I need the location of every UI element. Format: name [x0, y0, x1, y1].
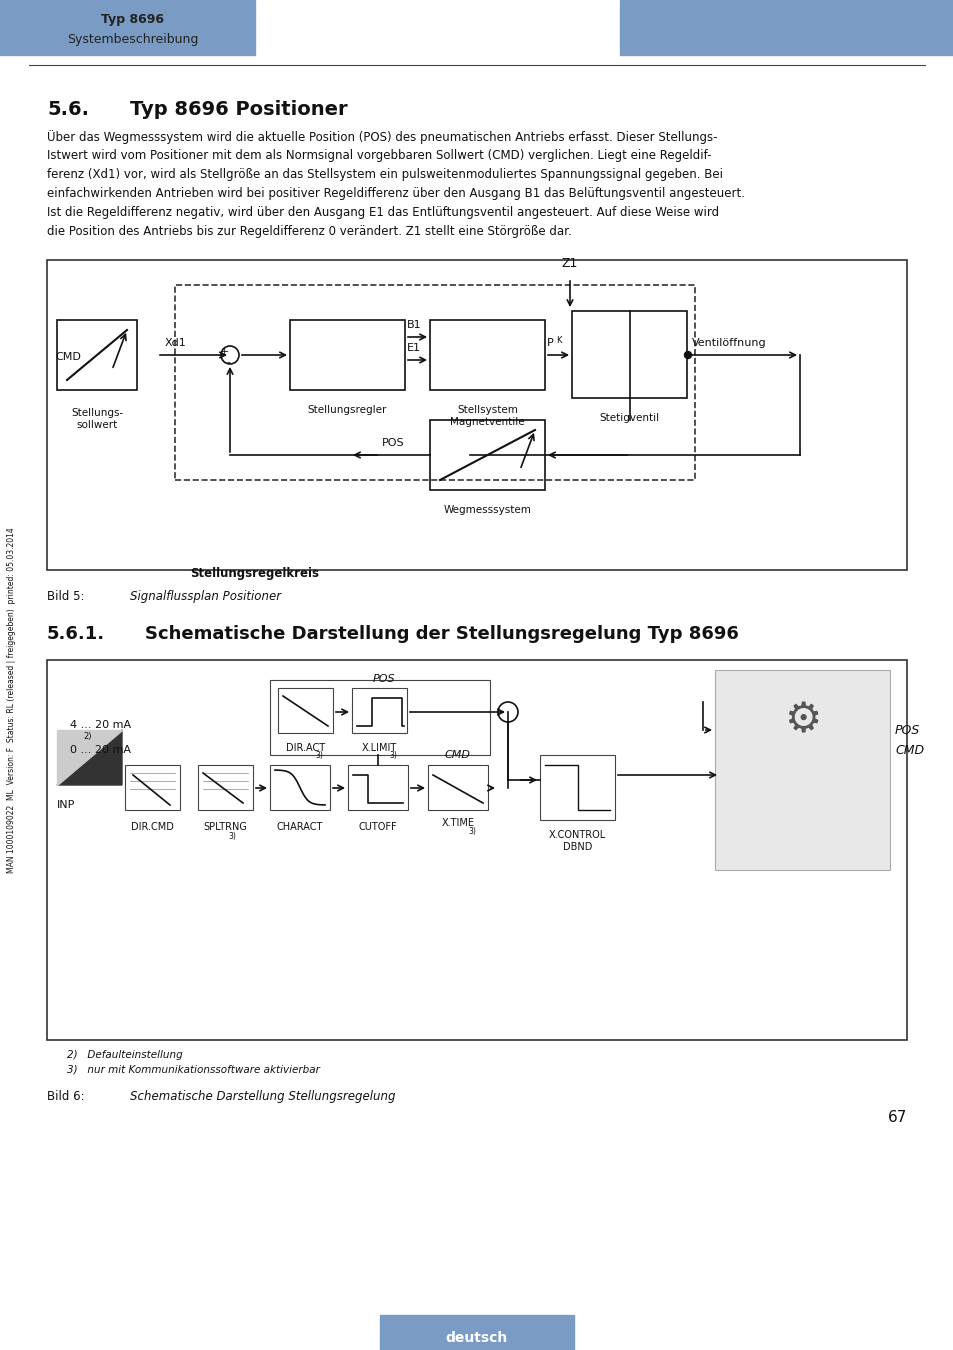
Text: 5.6.1.: 5.6.1. — [47, 625, 105, 643]
Bar — [714, 670, 889, 869]
Text: B1: B1 — [407, 320, 421, 329]
Text: POS: POS — [381, 437, 404, 448]
Text: Ist die Regeldifferenz negativ, wird über den Ausgang E1 das Entlüftungsventil a: Ist die Regeldifferenz negativ, wird übe… — [47, 207, 719, 219]
Bar — [47, 261, 906, 570]
Text: POS: POS — [894, 724, 920, 737]
Bar — [290, 320, 405, 390]
Text: -: - — [226, 356, 230, 367]
Text: DBND: DBND — [562, 842, 592, 852]
Text: einfachwirkenden Antrieben wird bei positiver Regeldifferenz über den Ausgang B1: einfachwirkenden Antrieben wird bei posi… — [47, 188, 744, 200]
Text: 0 ... 20 mA: 0 ... 20 mA — [70, 745, 131, 755]
Text: Bild 6:: Bild 6: — [47, 1089, 85, 1103]
Text: Stellsystem: Stellsystem — [456, 405, 517, 414]
Text: CHARACT: CHARACT — [276, 822, 323, 832]
Text: ⚙: ⚙ — [783, 699, 821, 741]
Text: bürkert: bürkert — [745, 19, 827, 38]
Bar — [57, 320, 137, 390]
Text: 3): 3) — [389, 751, 397, 760]
Bar — [379, 1315, 574, 1350]
Bar — [430, 420, 544, 490]
Bar — [720, 28, 727, 32]
Text: Signalflussplan Positioner: Signalflussplan Positioner — [130, 590, 281, 603]
Text: Schematische Darstellung Stellungsregelung: Schematische Darstellung Stellungsregelu… — [130, 1089, 395, 1103]
Text: CMD: CMD — [894, 744, 923, 756]
Text: P: P — [546, 338, 553, 348]
Bar — [754, 28, 762, 32]
Text: POS: POS — [373, 674, 395, 684]
Text: +: + — [219, 347, 229, 356]
Text: X.LIMIT: X.LIMIT — [361, 743, 396, 753]
Text: SPLTRNG: SPLTRNG — [203, 822, 247, 832]
Bar — [539, 755, 615, 819]
Text: DIR.ACT: DIR.ACT — [286, 743, 325, 753]
Bar — [125, 765, 180, 810]
Text: Z1: Z1 — [561, 256, 578, 270]
Text: 4 ... 20 mA: 4 ... 20 mA — [70, 720, 131, 730]
Text: 67: 67 — [886, 1110, 906, 1125]
Bar — [428, 765, 488, 810]
Text: INP: INP — [57, 801, 75, 810]
Polygon shape — [57, 730, 122, 784]
Text: Stetigventil: Stetigventil — [598, 413, 659, 423]
Text: 2): 2) — [83, 732, 91, 741]
Text: Über das Wegmesssystem wird die aktuelle Position (POS) des pneumatischen Antrie: Über das Wegmesssystem wird die aktuelle… — [47, 130, 717, 144]
Bar — [729, 28, 751, 32]
Bar — [47, 660, 906, 1040]
Bar — [0, 0, 254, 55]
Text: E1: E1 — [407, 343, 420, 352]
Circle shape — [497, 702, 517, 722]
Text: Wegmesssystem: Wegmesssystem — [443, 505, 531, 514]
Bar — [174, 285, 695, 481]
Text: ferenz (Xd1) vor, wird als Stellgröße an das Stellsystem ein pulsweitenmoduliert: ferenz (Xd1) vor, wird als Stellgröße an… — [47, 167, 722, 181]
Text: Ventilöffnung: Ventilöffnung — [691, 338, 766, 348]
Text: CMD: CMD — [55, 352, 81, 362]
Text: MAN 1000109022  ML  Version: F  Status: RL (released | freigegeben)  printed: 05: MAN 1000109022 ML Version: F Status: RL … — [8, 526, 16, 873]
Text: 2)   Defaulteinstellung: 2) Defaulteinstellung — [67, 1050, 183, 1060]
Text: 3): 3) — [468, 828, 476, 836]
Bar — [198, 765, 253, 810]
Text: 5.6.: 5.6. — [47, 100, 89, 119]
Bar — [430, 320, 544, 390]
Text: Systembeschreibung: Systembeschreibung — [67, 34, 198, 46]
Text: Xd1: Xd1 — [165, 338, 187, 348]
Polygon shape — [57, 730, 122, 784]
Bar — [619, 0, 953, 55]
Text: Magnetventile: Magnetventile — [450, 417, 524, 427]
Bar — [270, 765, 330, 810]
Text: Typ 8696 Positioner: Typ 8696 Positioner — [130, 100, 347, 119]
Bar — [270, 680, 490, 755]
Bar — [348, 765, 408, 810]
Bar — [277, 688, 333, 733]
Text: CMD: CMD — [444, 751, 471, 760]
Text: CUTOFF: CUTOFF — [358, 822, 396, 832]
Text: deutsch: deutsch — [445, 1331, 508, 1345]
Text: DIR.CMD: DIR.CMD — [131, 822, 173, 832]
Text: FLUID CONTROL SYSTEMS: FLUID CONTROL SYSTEMS — [737, 40, 836, 50]
Text: X.TIME: X.TIME — [441, 818, 474, 828]
Circle shape — [684, 351, 691, 359]
Text: Bild 5:: Bild 5: — [47, 590, 85, 603]
Text: sollwert: sollwert — [76, 420, 117, 431]
Text: Schematische Darstellung der Stellungsregelung Typ 8696: Schematische Darstellung der Stellungsre… — [145, 625, 739, 643]
Bar — [352, 688, 407, 733]
Text: Stellungsregelkreis: Stellungsregelkreis — [190, 567, 318, 580]
Text: 3): 3) — [229, 832, 236, 841]
Text: X.CONTROL: X.CONTROL — [548, 830, 605, 840]
Text: Stellungsregler: Stellungsregler — [308, 405, 387, 414]
Text: Istwert wird vom Positioner mit dem als Normsignal vorgebbaren Sollwert (CMD) ve: Istwert wird vom Positioner mit dem als … — [47, 148, 711, 162]
Text: K: K — [556, 336, 561, 346]
Text: 3): 3) — [315, 751, 323, 760]
Bar — [572, 310, 686, 398]
Text: die Position des Antriebs bis zur Regeldifferenz 0 verändert. Z1 stellt eine Stö: die Position des Antriebs bis zur Regeld… — [47, 225, 571, 238]
Text: Stellungs-: Stellungs- — [71, 408, 123, 418]
Text: 3)   nur mit Kommunikationssoftware aktivierbar: 3) nur mit Kommunikationssoftware aktivi… — [67, 1065, 319, 1075]
Text: Typ 8696: Typ 8696 — [101, 14, 164, 27]
